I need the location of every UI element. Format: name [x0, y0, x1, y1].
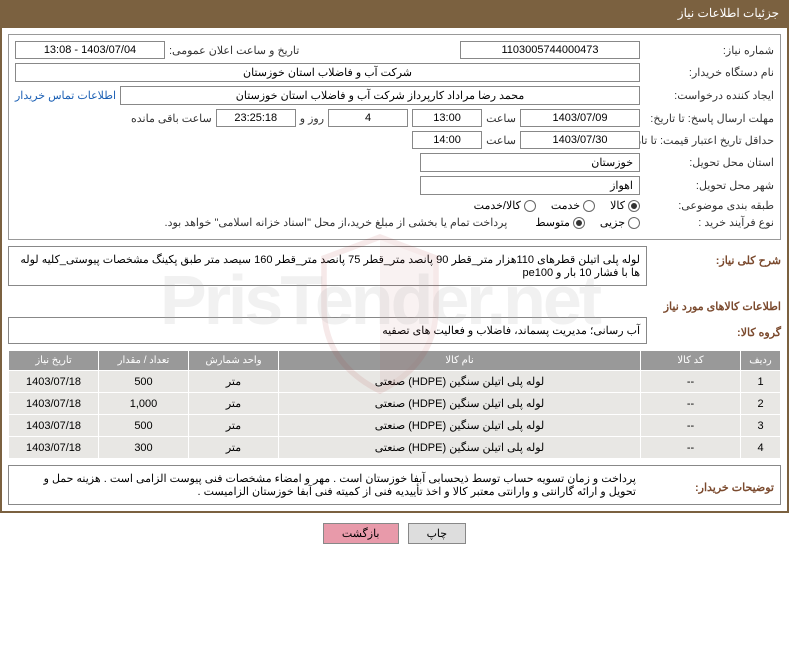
buyer-notes-text: پرداخت و زمان تسویه حساب توسط ذیحسابی آب…: [15, 472, 636, 498]
radio-dot-icon: [628, 200, 640, 212]
category-radio-group: کالا خدمت کالا/خدمت: [474, 199, 640, 212]
validity-date-field: 1403/07/30: [520, 131, 640, 149]
need-desc-text: لوله پلی اتیلن قطرهای 110هزار متر_قطر 90…: [8, 246, 647, 286]
table-cell: لوله پلی اتیلن سنگین (HDPE) صنعتی: [279, 393, 641, 415]
category-radio-label-1: خدمت: [551, 199, 580, 212]
table-cell: 3: [741, 415, 781, 437]
goods-group-value: آب رسانی؛ مدیریت پسماند، فاضلاب و فعالیت…: [8, 317, 647, 344]
days-remaining-field: 4: [328, 109, 408, 127]
table-cell: 1403/07/18: [9, 415, 99, 437]
buyer-notes-box: توضیحات خریدار: پرداخت و زمان تسویه حساب…: [8, 465, 781, 505]
validity-time-field: 14:00: [412, 131, 482, 149]
days-label: روز و: [300, 112, 324, 125]
table-cell: لوله پلی اتیلن سنگین (HDPE) صنعتی: [279, 371, 641, 393]
page-title: جزئیات اطلاعات نیاز: [678, 6, 779, 20]
goods-table: ردیفکد کالانام کالاواحد شمارشتعداد / مقد…: [8, 350, 781, 459]
table-cell: متر: [189, 393, 279, 415]
buyer-notes-label: توضیحات خریدار:: [644, 481, 774, 494]
table-cell: متر: [189, 415, 279, 437]
table-cell: 300: [99, 437, 189, 459]
form-section-main: شماره نیاز: 1103005744000473 تاریخ و ساع…: [8, 34, 781, 240]
goods-section-title: اطلاعات کالاهای مورد نیاز: [8, 300, 781, 313]
table-cell: 1403/07/18: [9, 437, 99, 459]
payment-note: پرداخت تمام یا بخشی از مبلغ خرید،از محل …: [165, 216, 508, 229]
table-header-0: ردیف: [741, 351, 781, 371]
need-number-label: شماره نیاز:: [644, 44, 774, 57]
process-radio-group: جزیی متوسط: [535, 216, 640, 229]
table-row: 3--لوله پلی اتیلن سنگین (HDPE) صنعتیمتر5…: [9, 415, 781, 437]
buyer-contact-link[interactable]: اطلاعات تماس خریدار: [15, 89, 116, 102]
table-cell: --: [641, 393, 741, 415]
table-cell: --: [641, 371, 741, 393]
print-button[interactable]: چاپ: [408, 523, 467, 544]
goods-group-label: گروه کالا:: [651, 326, 781, 339]
province-label: استان محل تحویل:: [644, 156, 774, 169]
radio-dot-icon: [573, 217, 585, 229]
table-header-5: تاریخ نیاز: [9, 351, 99, 371]
deadline-time-field: 13:00: [412, 109, 482, 127]
province-field: خوزستان: [420, 153, 640, 172]
requester-label: ایجاد کننده درخواست:: [644, 89, 774, 102]
table-header-2: نام کالا: [279, 351, 641, 371]
process-radio-label-1: متوسط: [535, 216, 570, 229]
announce-dt-label: تاریخ و ساعت اعلان عمومی:: [169, 44, 299, 57]
validity-label: حداقل تاریخ اعتبار قیمت: تا تاریخ:: [644, 134, 774, 147]
table-cell: 1403/07/18: [9, 393, 99, 415]
process-radio-option-0[interactable]: جزیی: [600, 216, 640, 229]
process-radio-label-0: جزیی: [600, 216, 625, 229]
table-cell: --: [641, 437, 741, 459]
table-cell: 4: [741, 437, 781, 459]
category-radio-option-1[interactable]: خدمت: [551, 199, 595, 212]
table-header-1: کد کالا: [641, 351, 741, 371]
table-cell: 2: [741, 393, 781, 415]
category-label: طبقه بندی موضوعی:: [644, 199, 774, 212]
buyer-org-field: شرکت آب و فاضلاب استان خوزستان: [15, 63, 640, 82]
table-row: 2--لوله پلی اتیلن سنگین (HDPE) صنعتیمتر1…: [9, 393, 781, 415]
city-label: شهر محل تحویل:: [644, 179, 774, 192]
table-cell: 1403/07/18: [9, 371, 99, 393]
category-radio-option-0[interactable]: کالا: [610, 199, 640, 212]
buyer-org-label: نام دستگاه خریدار:: [644, 66, 774, 79]
table-cell: --: [641, 415, 741, 437]
process-label: نوع فرآیند خرید :: [644, 216, 774, 229]
main-frame: شماره نیاز: 1103005744000473 تاریخ و ساع…: [0, 26, 789, 513]
remaining-label: ساعت باقی مانده: [131, 112, 212, 125]
time-label-1: ساعت: [486, 112, 516, 125]
need-number-field: 1103005744000473: [460, 41, 640, 59]
table-header-4: تعداد / مقدار: [99, 351, 189, 371]
table-header-3: واحد شمارش: [189, 351, 279, 371]
table-cell: 1,000: [99, 393, 189, 415]
table-row: 1--لوله پلی اتیلن سنگین (HDPE) صنعتیمتر5…: [9, 371, 781, 393]
table-cell: 1: [741, 371, 781, 393]
back-button[interactable]: بازگشت: [323, 523, 399, 544]
table-cell: متر: [189, 437, 279, 459]
deadline-label: مهلت ارسال پاسخ: تا تاریخ:: [644, 112, 774, 125]
requester-field: محمد رضا مراداد کارپرداز شرکت آب و فاضلا…: [120, 86, 640, 105]
time-label-2: ساعت: [486, 134, 516, 147]
category-radio-label-0: کالا: [610, 199, 625, 212]
process-radio-option-1[interactable]: متوسط: [535, 216, 585, 229]
deadline-date-field: 1403/07/09: [520, 109, 640, 127]
time-remaining-field: 23:25:18: [216, 109, 296, 127]
need-desc-label: شرح کلی نیاز:: [651, 254, 781, 267]
table-cell: لوله پلی اتیلن سنگین (HDPE) صنعتی: [279, 437, 641, 459]
category-radio-option-2[interactable]: کالا/خدمت: [474, 199, 536, 212]
city-field: اهواز: [420, 176, 640, 195]
radio-dot-icon: [583, 200, 595, 212]
table-cell: لوله پلی اتیلن سنگین (HDPE) صنعتی: [279, 415, 641, 437]
table-cell: متر: [189, 371, 279, 393]
category-radio-label-2: کالا/خدمت: [474, 199, 521, 212]
table-cell: 500: [99, 371, 189, 393]
buttons-row: چاپ بازگشت: [0, 513, 789, 554]
announce-dt-field: 1403/07/04 - 13:08: [15, 41, 165, 59]
radio-dot-icon: [628, 217, 640, 229]
table-cell: 500: [99, 415, 189, 437]
table-row: 4--لوله پلی اتیلن سنگین (HDPE) صنعتیمتر3…: [9, 437, 781, 459]
radio-dot-icon: [524, 200, 536, 212]
page-title-bar: جزئیات اطلاعات نیاز: [0, 0, 789, 26]
